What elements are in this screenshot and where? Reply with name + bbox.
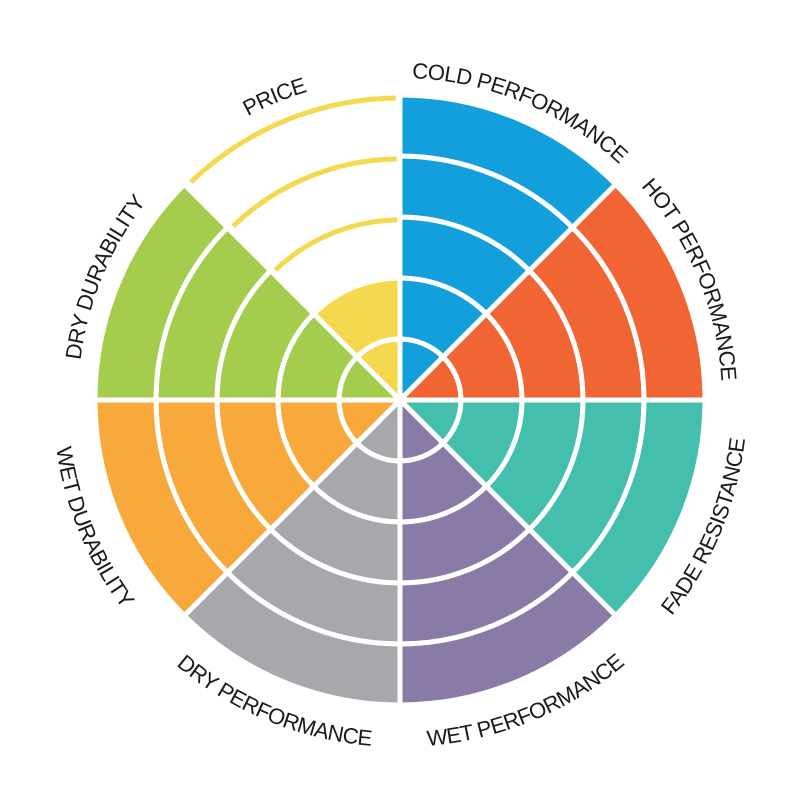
empty-ring-price-5 [189, 95, 396, 184]
wedge-dry-durability-ring-5 [92, 181, 230, 403]
empty-ring-price-3 [273, 217, 398, 272]
wedge-price-ring-2 [311, 275, 403, 360]
empty-ring-price-4 [231, 156, 397, 228]
